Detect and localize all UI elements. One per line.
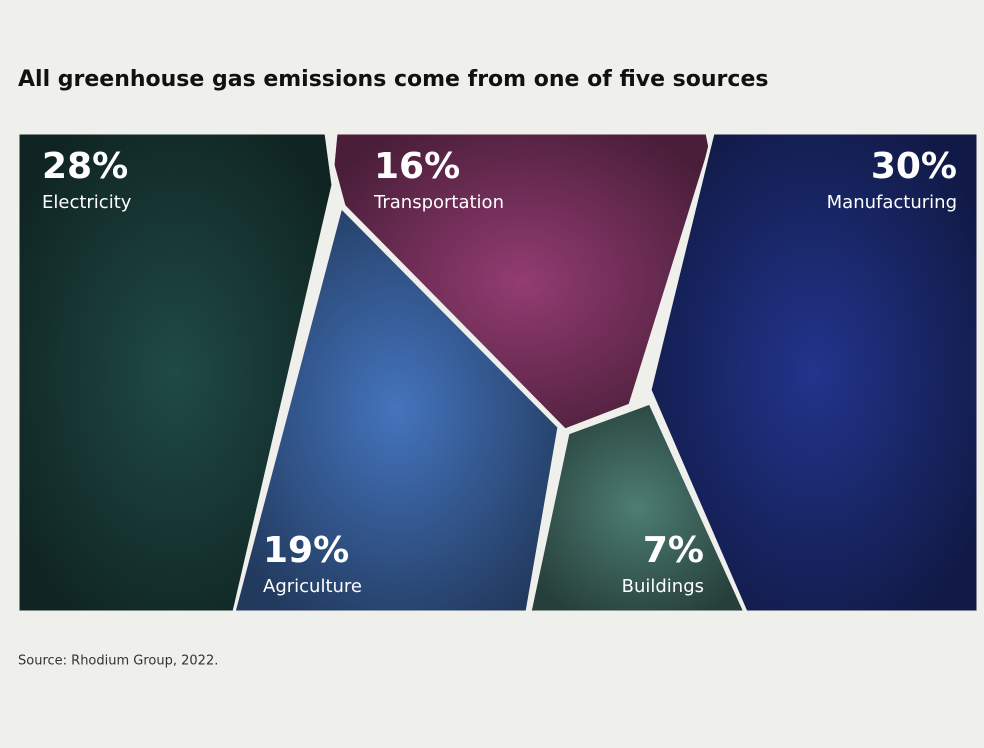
cells: 28% Electricity 16% Transportation 30% Manufa… — [16, 131, 980, 614]
value-label: 28% — [42, 146, 128, 187]
category-label: Electricity — [42, 192, 132, 213]
value-label: 16% — [374, 146, 460, 187]
value-label: 30% — [871, 146, 957, 187]
cell-shade — [16, 131, 335, 614]
category-label: Manufacturing — [827, 192, 957, 213]
cell-shade — [331, 131, 712, 432]
cell-shade — [528, 401, 747, 614]
category-label: Transportation — [373, 192, 504, 213]
source: Source: Rhodium Group, 2022. — [18, 654, 218, 669]
cell-shade — [648, 131, 980, 614]
chart-title: All greenhouse gas emissions come from o… — [18, 67, 768, 92]
category-label: Agriculture — [263, 576, 362, 597]
category-label: Buildings — [622, 576, 704, 597]
cell-shade — [232, 205, 561, 614]
value-label: 7% — [643, 530, 704, 571]
value-label: 19% — [263, 530, 349, 571]
